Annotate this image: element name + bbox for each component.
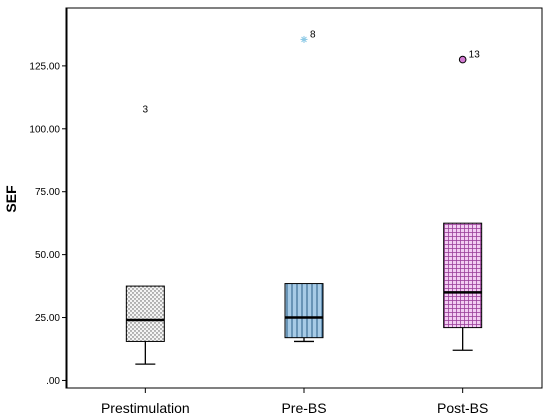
y-tick-label: 75.00 [35, 187, 60, 198]
y-tick-label: 25.00 [35, 313, 60, 324]
x-axis: Prestimulation Pre-BS Post-BS [101, 388, 488, 416]
outlier-label: 8 [310, 29, 316, 40]
x-tick-label: Pre-BS [281, 400, 326, 416]
x-tick-label: Prestimulation [101, 400, 190, 416]
y-tick-label: 125.00 [29, 61, 60, 72]
y-axis: .00 25.00 50.00 75.00 100.00 125.00 [29, 8, 68, 388]
y-tick-label: .00 [46, 376, 60, 387]
y-tick-label: 100.00 [29, 124, 60, 135]
y-tick-label: 50.00 [35, 250, 60, 261]
iqr-box [443, 222, 483, 329]
iqr-box [284, 283, 324, 339]
iqr-box [125, 285, 165, 342]
outlier-marker [300, 35, 308, 43]
box-group: 3 [125, 105, 165, 365]
x-tick-label: Post-BS [437, 400, 488, 416]
outlier-label: 3 [143, 105, 149, 116]
box-group: 8 [284, 29, 324, 343]
box-group: 13 [443, 50, 483, 351]
y-axis-title: SEF [3, 185, 19, 213]
outlier-marker [458, 55, 467, 64]
outlier-star-stroke [301, 36, 307, 43]
outlier-label: 13 [469, 50, 481, 61]
boxes-layer: 3 8 13 [125, 29, 483, 365]
